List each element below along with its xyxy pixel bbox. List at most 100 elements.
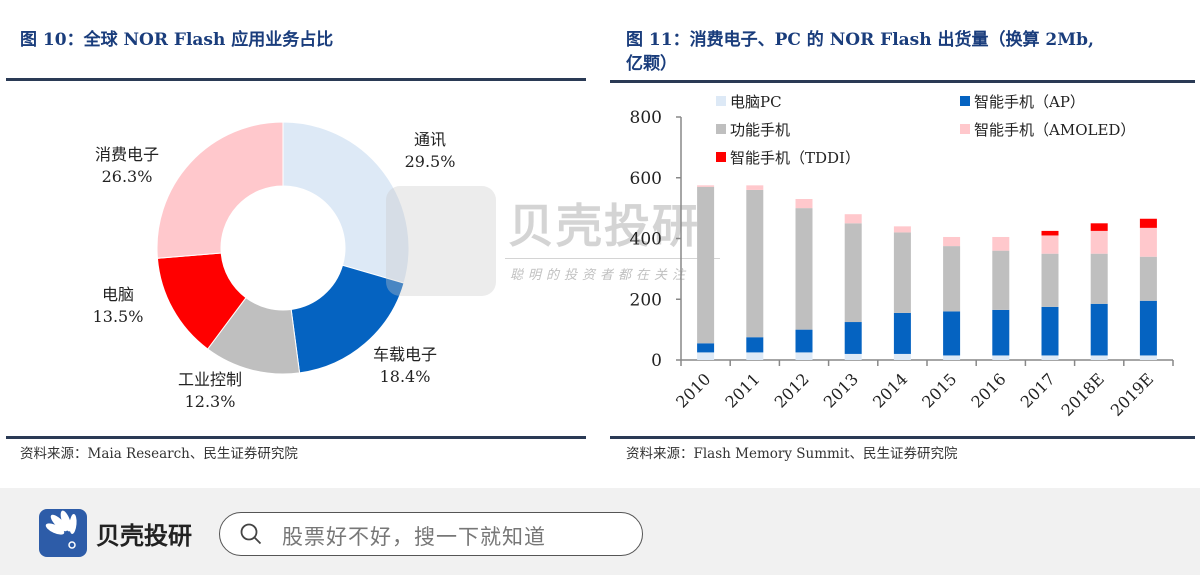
bar-segment bbox=[943, 246, 961, 312]
legend-label: 电脑PC bbox=[730, 93, 782, 111]
legend-swatch bbox=[716, 152, 726, 162]
bar-segment bbox=[1139, 300, 1157, 356]
bar-segment bbox=[844, 353, 862, 360]
slice-value: 12.3% bbox=[185, 392, 236, 411]
legend-label: 智能手机（TDDI） bbox=[730, 149, 860, 167]
watermark-slogan: 聪明的投资者都在关注 bbox=[510, 268, 691, 283]
bar-segment bbox=[746, 189, 764, 338]
bar-segment bbox=[1090, 355, 1108, 360]
legend-swatch bbox=[960, 124, 970, 134]
y-tick-label: 600 bbox=[630, 169, 662, 189]
y-tick-label: 400 bbox=[630, 230, 662, 250]
right-title-rule bbox=[610, 80, 1195, 83]
bar-segment bbox=[1041, 230, 1059, 236]
bar-segment bbox=[1090, 303, 1108, 356]
slice-label: 电脑 bbox=[102, 285, 134, 304]
slice-label: 消费电子 bbox=[95, 145, 159, 164]
bar-segment bbox=[697, 185, 715, 187]
left-source-note: 资料来源：Maia Research、民生证券研究院 bbox=[20, 446, 298, 462]
right-source-note: 资料来源：Flash Memory Summit、民生证券研究院 bbox=[626, 446, 958, 462]
x-tick-label: 2010 bbox=[672, 369, 714, 411]
x-tick-label: 2016 bbox=[967, 369, 1009, 411]
bar-segment bbox=[1041, 355, 1059, 360]
brand-name: 贝壳投研 bbox=[96, 522, 192, 550]
bar-segment bbox=[992, 309, 1010, 356]
donut-slice-0 bbox=[282, 121, 410, 284]
x-tick-label: 2014 bbox=[869, 369, 911, 411]
bar-segment bbox=[746, 352, 764, 360]
slice-value: 18.4% bbox=[380, 367, 431, 386]
bar-segment bbox=[1139, 218, 1157, 228]
bar-segment bbox=[1090, 230, 1108, 254]
bar-segment bbox=[943, 355, 961, 360]
bar-segment bbox=[795, 329, 813, 353]
donut-chart-title: 图 10：全球 NOR Flash 应用业务占比 bbox=[20, 30, 334, 50]
slice-label: 工业控制 bbox=[178, 370, 242, 389]
slice-value: 13.5% bbox=[93, 307, 144, 326]
search-input[interactable]: 股票好不好，搜一下就知道 bbox=[219, 512, 643, 556]
bar-chart-title-line1: 图 11：消费电子、PC 的 NOR Flash 出货量（换算 2Mb, bbox=[626, 30, 1094, 50]
donut-chart: 通讯 29.5% 车载电子 18.4% 工业控制 12.3% 电脑 13.5% 消费电子 26.3… bbox=[93, 121, 456, 411]
bar-segment bbox=[1041, 253, 1059, 307]
bar-segment bbox=[697, 352, 715, 360]
bar-segment bbox=[1139, 355, 1157, 360]
bar-segment bbox=[1090, 223, 1108, 231]
bar-segment bbox=[1139, 227, 1157, 257]
bar-chart-title: 图 11：消费电子、PC 的 NOR Flash 出货量（换算 2Mb, 亿颗） bbox=[626, 28, 1094, 76]
slice-value: 29.5% bbox=[405, 152, 456, 171]
bar-segment bbox=[844, 322, 862, 354]
slice-label: 车载电子 bbox=[373, 345, 437, 364]
left-title-rule bbox=[6, 78, 586, 81]
x-tick-label: 2013 bbox=[820, 369, 862, 411]
bar-segment bbox=[1041, 235, 1059, 254]
slice-label: 通讯 bbox=[414, 130, 446, 149]
shell-fan-icon[interactable] bbox=[39, 509, 87, 557]
bar-segment bbox=[795, 352, 813, 360]
bar-segment bbox=[844, 214, 862, 224]
x-tick-label: 2011 bbox=[721, 369, 763, 411]
bar-segment bbox=[844, 223, 862, 323]
legend-label: 功能手机 bbox=[730, 121, 790, 139]
watermark-divider bbox=[505, 258, 720, 259]
bar-segment bbox=[1090, 253, 1108, 304]
bar-segment bbox=[943, 311, 961, 356]
legend-swatch bbox=[716, 124, 726, 134]
x-tick-label: 2019E bbox=[1107, 369, 1157, 419]
y-tick-label: 0 bbox=[651, 351, 662, 371]
donut-slice-1 bbox=[290, 264, 405, 374]
donut-slice-4 bbox=[156, 121, 284, 259]
bar-segment bbox=[795, 208, 813, 330]
x-tick-label: 2012 bbox=[771, 369, 813, 411]
x-tick-label: 2015 bbox=[918, 369, 960, 411]
bar-segment bbox=[893, 353, 911, 360]
bar-segment bbox=[893, 232, 911, 313]
bar-segment bbox=[943, 236, 961, 247]
search-placeholder: 股票好不好，搜一下就知道 bbox=[282, 525, 546, 549]
legend-label: 智能手机（AP） bbox=[974, 93, 1085, 111]
slice-value: 26.3% bbox=[102, 167, 153, 186]
y-tick-label: 800 bbox=[630, 108, 662, 128]
bar-segment bbox=[697, 343, 715, 353]
watermark-logo-icon bbox=[386, 186, 496, 296]
bar-segment bbox=[697, 186, 715, 344]
left-source-rule bbox=[6, 436, 586, 439]
watermark-brand: 贝壳投研 bbox=[508, 199, 700, 253]
x-tick-label: 2017 bbox=[1017, 369, 1059, 411]
bar-segment bbox=[992, 250, 1010, 310]
bar-segment bbox=[992, 355, 1010, 360]
bar-segment bbox=[893, 226, 911, 233]
bar-segment bbox=[1041, 306, 1059, 356]
bar-segment bbox=[746, 185, 764, 190]
bar-segment bbox=[893, 312, 911, 354]
bar-segment bbox=[746, 337, 764, 353]
right-source-rule bbox=[610, 436, 1195, 439]
bar-segment bbox=[795, 199, 813, 209]
search-icon[interactable] bbox=[240, 523, 262, 545]
legend-swatch bbox=[716, 96, 726, 106]
legend-swatch bbox=[960, 96, 970, 106]
bar-segment bbox=[1139, 256, 1157, 301]
legend-label: 智能手机（AMOLED） bbox=[974, 121, 1135, 139]
brand-logo-glyph bbox=[45, 510, 77, 549]
y-tick-label: 200 bbox=[630, 290, 662, 310]
